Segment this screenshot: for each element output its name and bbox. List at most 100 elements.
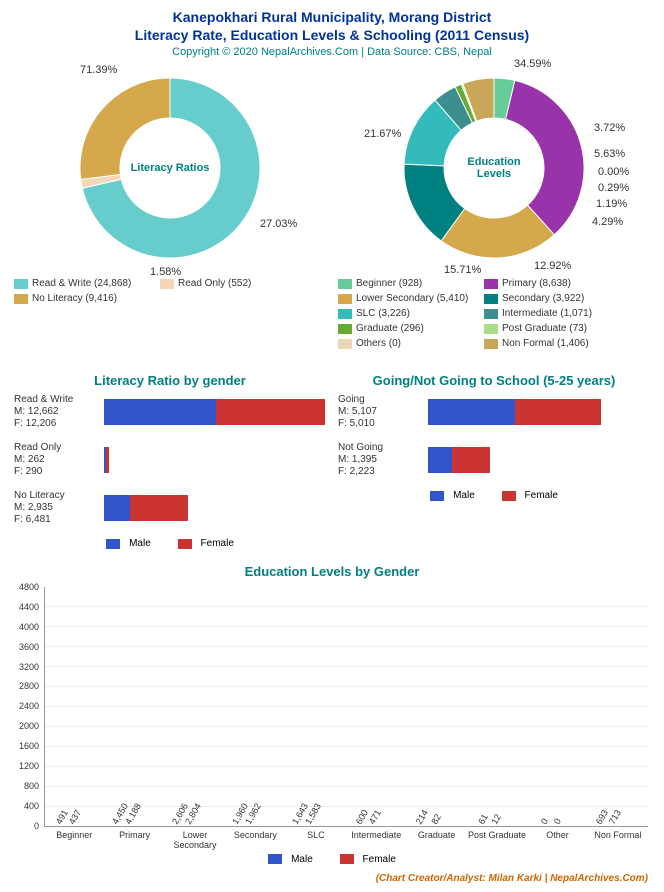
female-swatch: [340, 854, 354, 864]
vbar-xlabel: Other: [527, 827, 587, 850]
hbar-section: Literacy Ratio by gender Read & WriteM: …: [8, 361, 656, 552]
pct-label: 15.71%: [444, 264, 481, 276]
hbar-male: [104, 495, 130, 521]
donut1-legend: Read & Write (24,868)Read Only (552)No L…: [10, 276, 330, 306]
vbar-value: 713: [606, 808, 622, 826]
hbar-right: Going/Not Going to School (5-25 years) G…: [332, 361, 656, 552]
legend-swatch: [338, 309, 352, 319]
pct-label: 0.00%: [598, 166, 629, 178]
legend-swatch: [338, 279, 352, 289]
vbar-legend: Male Female: [8, 854, 656, 868]
hbar-group: Read & WriteM: 12,662F: 12,206: [14, 394, 326, 430]
vbar-value: 0: [552, 817, 563, 826]
hbar-legend-right: Male Female: [338, 490, 650, 504]
legend-text: Graduate (296): [356, 323, 424, 334]
legend-item: Secondary (3,922): [484, 293, 624, 304]
legend-swatch: [484, 309, 498, 319]
vbar-value: 214: [414, 808, 430, 826]
male-swatch: [430, 491, 444, 501]
vbar-title: Education Levels by Gender: [8, 564, 656, 579]
legend-swatch: [484, 324, 498, 334]
male-label: Male: [453, 490, 475, 501]
y-tick: 1200: [19, 761, 39, 771]
donut-row: Literacy Ratios 71.39%1.58%27.03% Read &…: [8, 68, 656, 351]
hbar-female: [452, 447, 490, 473]
vbar-xlabel: Secondary: [225, 827, 285, 850]
female-swatch: [502, 491, 516, 501]
hbar-label: GoingM: 5,107F: 5,010: [338, 394, 428, 430]
pct-label: 12.92%: [534, 260, 571, 272]
hbar-left: Literacy Ratio by gender Read & WriteM: …: [8, 361, 332, 552]
copyright: Copyright © 2020 NepalArchives.Com | Dat…: [8, 46, 656, 58]
legend-text: Non Formal (1,406): [502, 338, 589, 349]
credit-line: (Chart Creator/Analyst: Milan Karki | Ne…: [8, 873, 656, 884]
y-tick: 4000: [19, 622, 39, 632]
legend-item: Read & Write (24,868): [14, 278, 154, 289]
vbar-xlabel: SLC: [286, 827, 346, 850]
hbar-label: No LiteracyM: 2,935F: 6,481: [14, 490, 104, 526]
pct-label: 4.29%: [592, 216, 623, 228]
legend-text: Secondary (3,922): [502, 293, 584, 304]
hbar-group: No LiteracyM: 2,935F: 6,481: [14, 490, 326, 526]
legend-item: Intermediate (1,071): [484, 308, 624, 319]
vbar-chart: 0400800120016002000240028003200360040004…: [44, 587, 648, 827]
legend-text: SLC (3,226): [356, 308, 410, 319]
vbar-value: 82: [429, 812, 443, 826]
vbar-value: 437: [67, 808, 83, 826]
hbar-group: Read OnlyM: 262F: 290: [14, 442, 326, 478]
female-swatch: [178, 539, 192, 549]
male-label: Male: [129, 538, 151, 549]
page-title: Kanepokhari Rural Municipality, Morang D…: [8, 8, 656, 44]
vbar-value: 600: [354, 808, 370, 826]
legend-item: Primary (8,638): [484, 278, 624, 289]
legend-swatch: [160, 279, 174, 289]
legend-item: Read Only (552): [160, 278, 300, 289]
legend-text: Intermediate (1,071): [502, 308, 592, 319]
hbar-group: Not GoingM: 1,395F: 2,223: [338, 442, 650, 478]
y-tick: 2400: [19, 701, 39, 711]
title-line2: Literacy Rate, Education Levels & School…: [8, 26, 656, 44]
pct-label: 1.58%: [150, 266, 181, 278]
hbar-right-title: Going/Not Going to School (5-25 years): [338, 373, 650, 388]
legend-text: Others (0): [356, 338, 401, 349]
legend-swatch: [338, 294, 352, 304]
hbar-label: Not GoingM: 1,395F: 2,223: [338, 442, 428, 478]
y-tick: 2000: [19, 721, 39, 731]
legend-text: Lower Secondary (5,410): [356, 293, 468, 304]
donut-literacy: Literacy Ratios 71.39%1.58%27.03% Read &…: [10, 68, 330, 351]
hbar-legend-left: Male Female: [14, 538, 326, 552]
legend-swatch: [484, 339, 498, 349]
hbar-female: [216, 399, 324, 425]
female-label: Female: [363, 854, 396, 865]
vbar-xlabel: Intermediate: [346, 827, 406, 850]
hbar-group: GoingM: 5,107F: 5,010: [338, 394, 650, 430]
hbar-female: [106, 447, 109, 473]
y-tick: 400: [24, 801, 39, 811]
vbar-value: 12: [489, 812, 503, 826]
vbar-xlabel: Post Graduate: [467, 827, 527, 850]
y-tick: 4800: [19, 582, 39, 592]
legend-text: Beginner (928): [356, 278, 422, 289]
hbar-label: Read OnlyM: 262F: 290: [14, 442, 104, 478]
pct-label: 1.19%: [596, 198, 627, 210]
legend-item: Non Formal (1,406): [484, 338, 624, 349]
hbar-male: [428, 399, 515, 425]
legend-item: Lower Secondary (5,410): [338, 293, 478, 304]
pct-label: 34.59%: [514, 58, 551, 70]
pct-label: 0.29%: [598, 182, 629, 194]
pct-label: 5.63%: [594, 148, 625, 160]
vbar-value: 693: [593, 808, 609, 826]
hbar-label: Read & WriteM: 12,662F: 12,206: [14, 394, 104, 430]
legend-text: Primary (8,638): [502, 278, 571, 289]
vbar-value: 61: [476, 812, 490, 826]
male-swatch: [268, 854, 282, 864]
male-label: Male: [291, 854, 313, 865]
pct-label: 27.03%: [260, 218, 297, 230]
legend-text: Read & Write (24,868): [32, 278, 131, 289]
female-label: Female: [525, 490, 558, 501]
female-label: Female: [201, 538, 234, 549]
y-tick: 1600: [19, 741, 39, 751]
donut1-center: Literacy Ratios: [130, 162, 210, 174]
legend-swatch: [338, 339, 352, 349]
hbar-male: [428, 447, 452, 473]
